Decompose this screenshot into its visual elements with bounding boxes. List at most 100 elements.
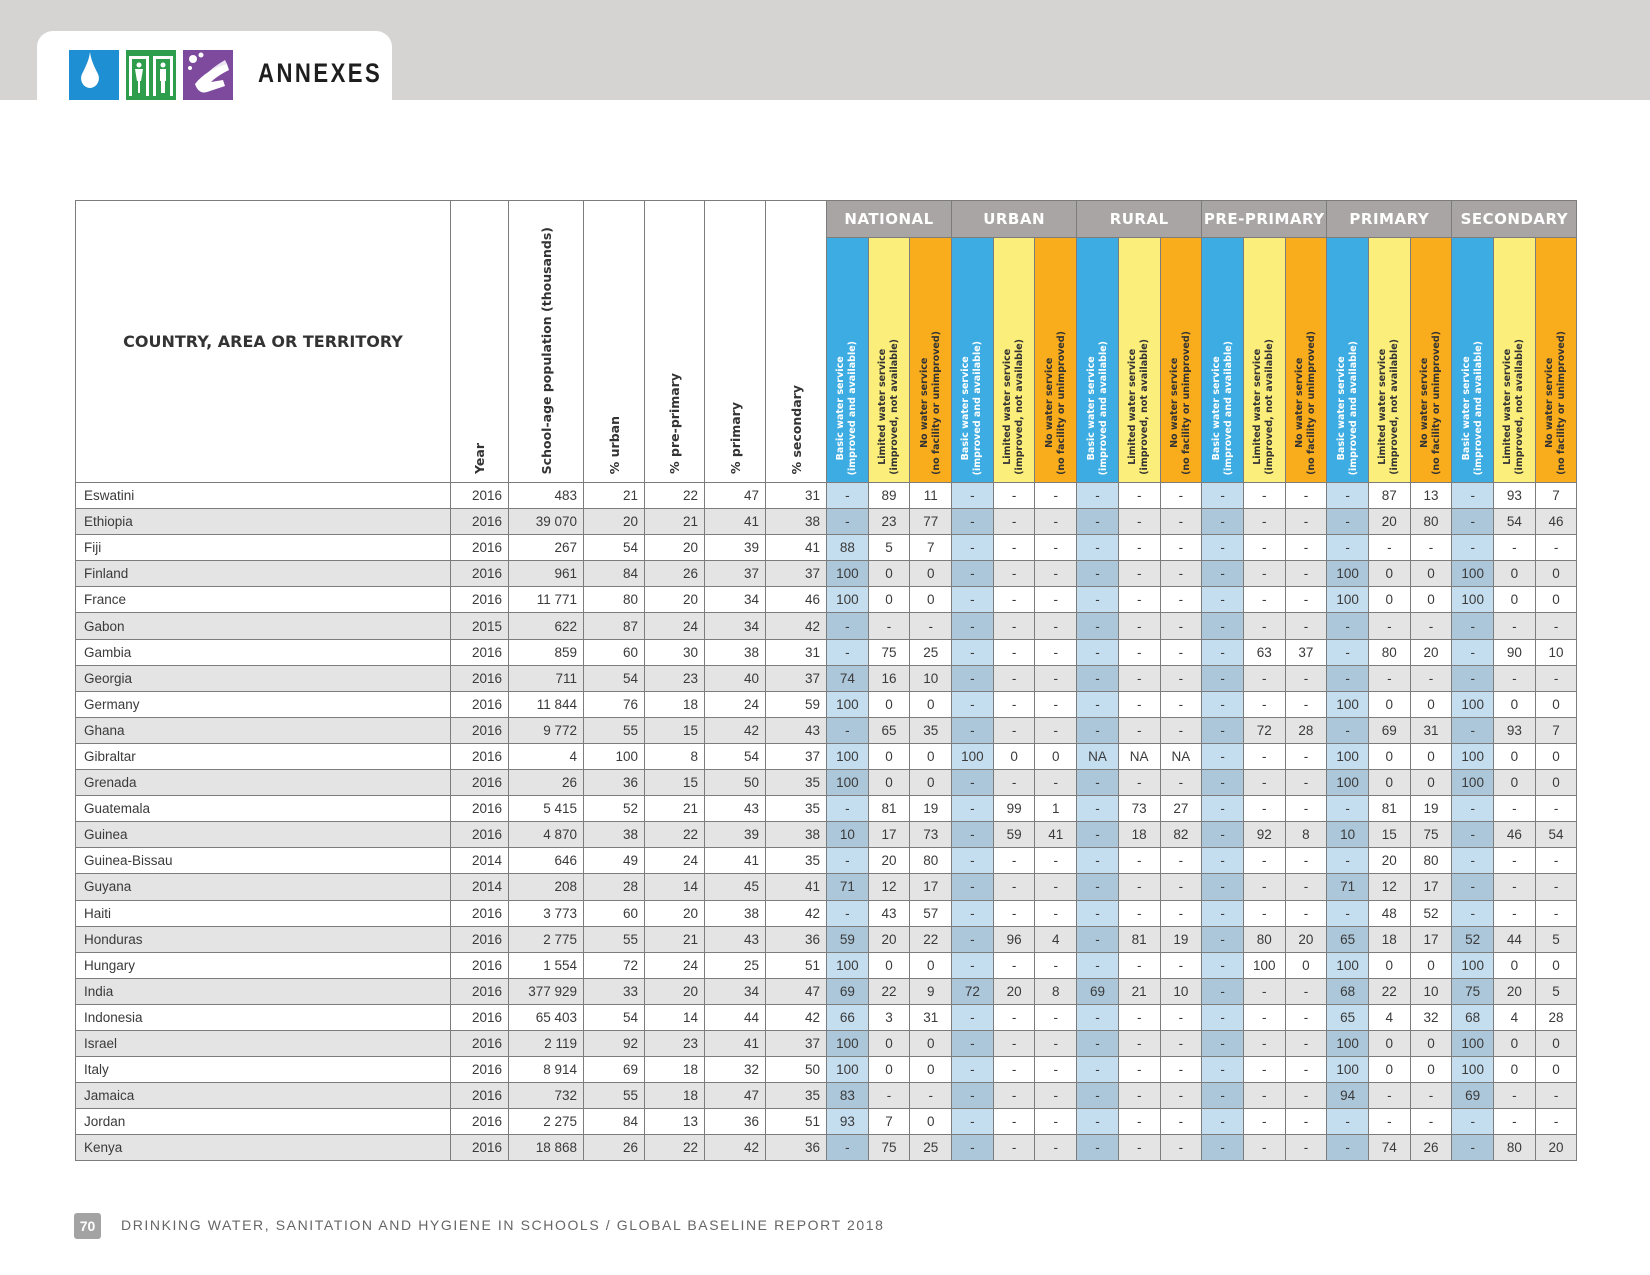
table-cell: 77 bbox=[909, 508, 953, 536]
table-cell: - bbox=[1117, 951, 1161, 979]
table-cell: 2016 bbox=[450, 690, 509, 718]
table-cell: 2016 bbox=[450, 664, 509, 692]
table-cell: 9 bbox=[909, 977, 953, 1005]
service-header-limited: Limited water service (improved, not avai… bbox=[1117, 237, 1161, 483]
table-cell: - bbox=[951, 1082, 994, 1110]
table-cell: 71 bbox=[1326, 873, 1369, 901]
table-cell: 15 bbox=[644, 769, 705, 797]
table-cell: 0 bbox=[1493, 951, 1536, 979]
table-cell: 100 bbox=[1451, 690, 1495, 718]
table-cell: 25 bbox=[704, 951, 766, 979]
table-cell: 42 bbox=[704, 1134, 766, 1162]
table-cell: 5 415 bbox=[508, 795, 584, 823]
table-cell: 82 bbox=[1159, 821, 1203, 849]
table-cell: - bbox=[1326, 899, 1369, 927]
table-cell: - bbox=[1159, 638, 1203, 666]
country-name: Guinea bbox=[75, 821, 451, 849]
table-cell: 45 bbox=[704, 873, 766, 901]
table-cell: - bbox=[1117, 560, 1161, 588]
table-cell: 100 bbox=[1242, 951, 1286, 979]
table-cell: - bbox=[1034, 951, 1078, 979]
table-cell: 48 bbox=[1367, 899, 1411, 927]
table-cell: - bbox=[1159, 1056, 1203, 1084]
table-cell: - bbox=[1159, 1029, 1203, 1058]
table-cell: - bbox=[1409, 612, 1453, 640]
service-header-label: Basic water service (improved and availab… bbox=[1461, 341, 1485, 475]
table-cell: 69 bbox=[1367, 716, 1411, 744]
table-cell: 0 bbox=[1534, 742, 1578, 771]
service-header-limited: Limited water service (improved, not avai… bbox=[1242, 237, 1286, 483]
table-cell: 0 bbox=[867, 769, 911, 797]
table-cell: 18 bbox=[644, 1082, 705, 1110]
table-cell: - bbox=[1076, 664, 1119, 692]
table-cell: - bbox=[1159, 716, 1203, 744]
table-cell: 72 bbox=[1242, 716, 1286, 744]
table-cell: - bbox=[909, 612, 953, 640]
table-cell: - bbox=[1076, 795, 1119, 823]
table-cell: 4 bbox=[508, 742, 584, 771]
table-cell: - bbox=[951, 690, 994, 718]
table-cell: - bbox=[1034, 586, 1078, 614]
table-cell: 0 bbox=[1409, 951, 1453, 979]
table-cell: - bbox=[992, 534, 1036, 562]
country-name: Ghana bbox=[75, 716, 451, 744]
table-cell: - bbox=[1284, 1082, 1328, 1110]
table-cell: - bbox=[1451, 1108, 1495, 1136]
year-column-header: Year bbox=[450, 200, 509, 483]
table-cell: - bbox=[1284, 664, 1328, 692]
table-cell: 100 bbox=[1326, 1056, 1369, 1084]
table-cell: 84 bbox=[583, 1108, 645, 1136]
table-cell: 43 bbox=[765, 716, 827, 744]
table-cell: 0 bbox=[1367, 742, 1411, 771]
table-cell: - bbox=[1117, 1029, 1161, 1058]
table-cell: 100 bbox=[826, 742, 869, 771]
table-cell: 39 070 bbox=[508, 508, 584, 536]
table-cell: 24 bbox=[704, 690, 766, 718]
table-cell: - bbox=[1409, 1108, 1453, 1136]
table-cell: - bbox=[1451, 481, 1495, 510]
table-cell: 0 bbox=[1409, 742, 1453, 771]
table-cell: 22 bbox=[1367, 977, 1411, 1005]
table-cell: 5 bbox=[867, 534, 911, 562]
table-row: India 2016 377 929 33 20 34 47 69 22 9 72 20 8 69 21 10… bbox=[75, 977, 1578, 1005]
table-cell: 39 bbox=[704, 821, 766, 849]
table-cell: 92 bbox=[1242, 821, 1286, 849]
country-name: Gibraltar bbox=[75, 742, 451, 771]
table-cell: - bbox=[992, 690, 1036, 718]
service-header-line1: Limited water service bbox=[1002, 349, 1014, 466]
table-cell: 0 bbox=[909, 1029, 953, 1058]
table-cell: 21 bbox=[644, 795, 705, 823]
service-header-label: Limited water service (improved, not avai… bbox=[1127, 339, 1151, 475]
table-cell: - bbox=[1034, 534, 1078, 562]
service-header-label: No water service (no facility or unimprov… bbox=[1419, 331, 1443, 475]
table-cell: - bbox=[1326, 795, 1369, 823]
table-cell: - bbox=[1493, 1108, 1536, 1136]
table-cell: 93 bbox=[1493, 481, 1536, 510]
table-cell: 80 bbox=[1409, 508, 1453, 536]
table-cell: 89 bbox=[867, 481, 911, 510]
table-cell: 15 bbox=[1367, 821, 1411, 849]
table-cell: 20 bbox=[1367, 508, 1411, 536]
table-cell: - bbox=[1242, 1029, 1286, 1058]
table-cell: 26 bbox=[583, 1134, 645, 1162]
table-cell: - bbox=[951, 1029, 994, 1058]
table-cell: 87 bbox=[583, 612, 645, 640]
table-cell: - bbox=[951, 1108, 994, 1136]
table-row: Guatemala 2016 5 415 52 21 43 35-81 19-99 1-73 27… bbox=[75, 795, 1578, 823]
table-cell: 0 bbox=[1493, 1029, 1536, 1058]
table-cell: - bbox=[1451, 795, 1495, 823]
table-cell: - bbox=[1326, 847, 1369, 875]
table-cell: 84 bbox=[583, 560, 645, 588]
service-header-line2: (improved and available) bbox=[1097, 340, 1109, 475]
table-row: Guinea-Bissau 2014 646 49 24 41 35-20 80- - - - - - -… bbox=[75, 847, 1578, 875]
table-cell: - bbox=[1534, 1082, 1578, 1110]
table-cell: 21 bbox=[1117, 977, 1161, 1005]
table-cell: 100 bbox=[1326, 1029, 1369, 1058]
table-cell: 80 bbox=[909, 847, 953, 875]
table-cell: 0 bbox=[1534, 690, 1578, 718]
table-cell: 69 bbox=[1076, 977, 1119, 1005]
service-header-label: No water service (no facility or unimprov… bbox=[1044, 331, 1068, 475]
table-cell: 32 bbox=[704, 1056, 766, 1084]
service-header-limited: Limited water service (improved, not avai… bbox=[1493, 237, 1536, 483]
table-cell: 2016 bbox=[450, 1134, 509, 1162]
